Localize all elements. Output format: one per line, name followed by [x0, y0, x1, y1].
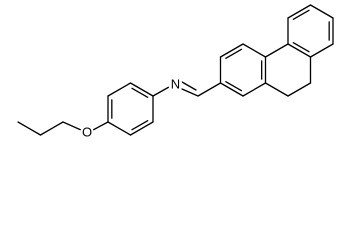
bond	[92, 121, 109, 131]
bond	[131, 87, 149, 98]
bond	[131, 120, 149, 131]
bond	[62, 121, 82, 131]
bond	[264, 82, 289, 97]
bond	[292, 42, 310, 53]
bond	[287, 43, 312, 58]
bond	[219, 82, 244, 97]
bond	[264, 43, 289, 58]
bond	[219, 43, 244, 58]
bond	[152, 86, 170, 97]
bond	[181, 88, 199, 97]
bond	[242, 43, 267, 58]
bond	[225, 48, 243, 59]
atom-label: O	[82, 124, 92, 139]
bond	[17, 121, 42, 136]
bond	[129, 121, 154, 136]
bond	[225, 81, 243, 92]
bonds	[17, 4, 334, 136]
bond	[107, 121, 132, 136]
bond	[287, 82, 312, 97]
bond	[309, 4, 334, 19]
bond	[292, 9, 310, 20]
label-bg	[168, 78, 183, 92]
bond	[129, 82, 154, 97]
bond	[309, 43, 334, 58]
bond	[287, 4, 312, 19]
bond	[181, 81, 197, 91]
atom-label: N	[171, 76, 180, 91]
label-bg	[80, 126, 94, 140]
molecule-diagram: O N	[17, 4, 334, 140]
bond	[39, 121, 64, 136]
bond	[242, 82, 267, 97]
bond	[107, 82, 132, 97]
bond	[197, 82, 222, 97]
